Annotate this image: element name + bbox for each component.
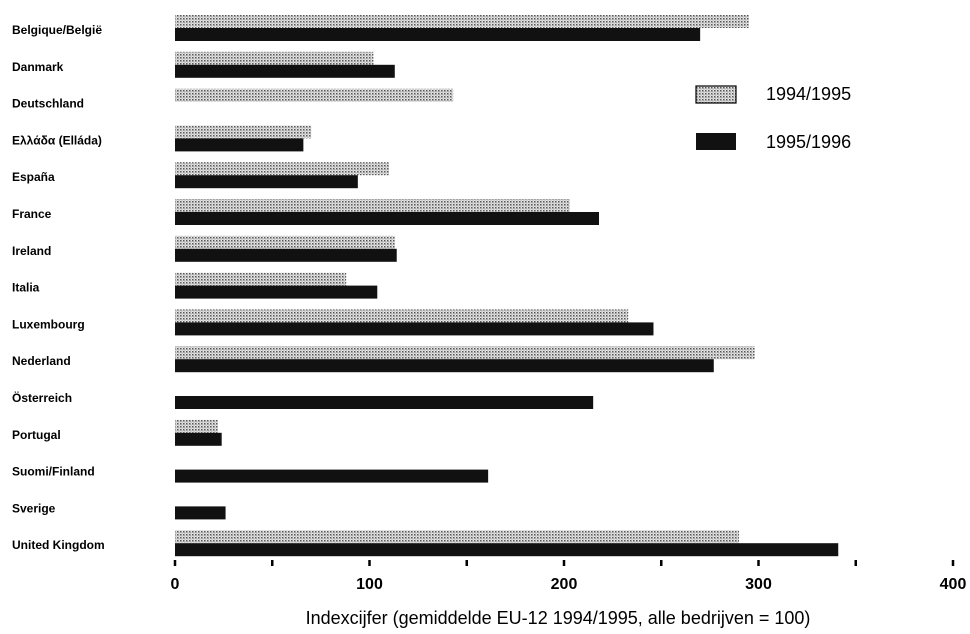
bar-sverige-1995-1996 [175, 506, 226, 520]
category-labels: Belgique/België Danmark Deutschland Ελλάδα … [12, 23, 105, 552]
x-axis-title: Indexcijfer (gemiddelde EU-12 1994/1995,… [306, 608, 811, 628]
category-label-portugal: Portugal [12, 428, 61, 442]
x-tick-label-300: 300 [745, 576, 772, 593]
x-axis-ticks: 0 100 200 300 400 [171, 560, 967, 593]
category-label-deutschland: Deutschland [12, 97, 84, 111]
bar-portugal-1994-1995 [175, 419, 218, 433]
category-label-italia: Italia [12, 281, 40, 295]
bar-ireland-1995-1996 [175, 248, 397, 262]
x-tick-label-0: 0 [171, 576, 180, 593]
bar-luxembourg-1995-1996 [175, 322, 654, 336]
bar-italia-1994-1995 [175, 272, 347, 286]
bar-united-kingdom-1994-1995 [175, 530, 740, 544]
bar-united-kingdom-1995-1996 [175, 543, 839, 557]
bar-france-1995-1996 [175, 212, 600, 225]
bar-ellada-1994-1995 [175, 125, 312, 139]
category-label-united-kingdom: United Kingdom [12, 538, 105, 552]
bar-belgique-belgie-1994-1995 [175, 15, 749, 28]
bar-france-1994-1995 [175, 199, 570, 212]
category-label-espana: España [12, 170, 55, 184]
category-label-sverige: Sverige [12, 501, 56, 515]
category-label-suomi-finland: Suomi/Finland [12, 465, 95, 479]
legend-label-1995-1996: 1995/1996 [766, 132, 851, 152]
x-tick-label-200: 200 [551, 576, 578, 593]
x-tick-label-400: 400 [940, 576, 967, 593]
category-label-belgique-belgie: Belgique/België [12, 23, 102, 37]
category-label-nederland: Nederland [12, 354, 71, 368]
category-label-france: France [12, 207, 52, 221]
category-label-danmark: Danmark [12, 60, 64, 74]
bar-danmark-1994-1995 [175, 51, 374, 65]
bar-osterreich-1995-1996 [175, 396, 594, 409]
bar-nederland-1994-1995 [175, 346, 755, 360]
legend-label-1994-1995: 1994/1995 [766, 84, 851, 104]
bar-deutschland-1994-1995 [175, 88, 454, 102]
bar-danmark-1995-1996 [175, 64, 395, 78]
bar-ireland-1994-1995 [175, 235, 395, 249]
x-tick-label-100: 100 [356, 576, 383, 593]
bar-nederland-1995-1996 [175, 359, 714, 373]
category-label-luxembourg: Luxembourg [12, 317, 85, 331]
bar-italia-1995-1996 [175, 285, 378, 299]
category-label-ellada: Ελλάδα (Elláda) [12, 133, 102, 147]
bar-espana-1994-1995 [175, 162, 389, 176]
bar-suomi-finland-1995-1996 [175, 469, 489, 483]
bar-luxembourg-1994-1995 [175, 309, 629, 323]
category-label-ireland: Ireland [12, 244, 51, 258]
bars [175, 15, 839, 557]
category-label-osterreich: Österreich [12, 390, 72, 405]
bar-espana-1995-1996 [175, 175, 358, 189]
legend-swatch-1994-1995 [695, 85, 737, 104]
bar-ellada-1995-1996 [175, 138, 304, 152]
bar-portugal-1995-1996 [175, 432, 222, 446]
bar-belgique-belgie-1995-1996 [175, 28, 701, 41]
legend-swatch-1995-1996 [696, 133, 736, 150]
legend: 1994/1995 1995/1996 [695, 84, 851, 152]
